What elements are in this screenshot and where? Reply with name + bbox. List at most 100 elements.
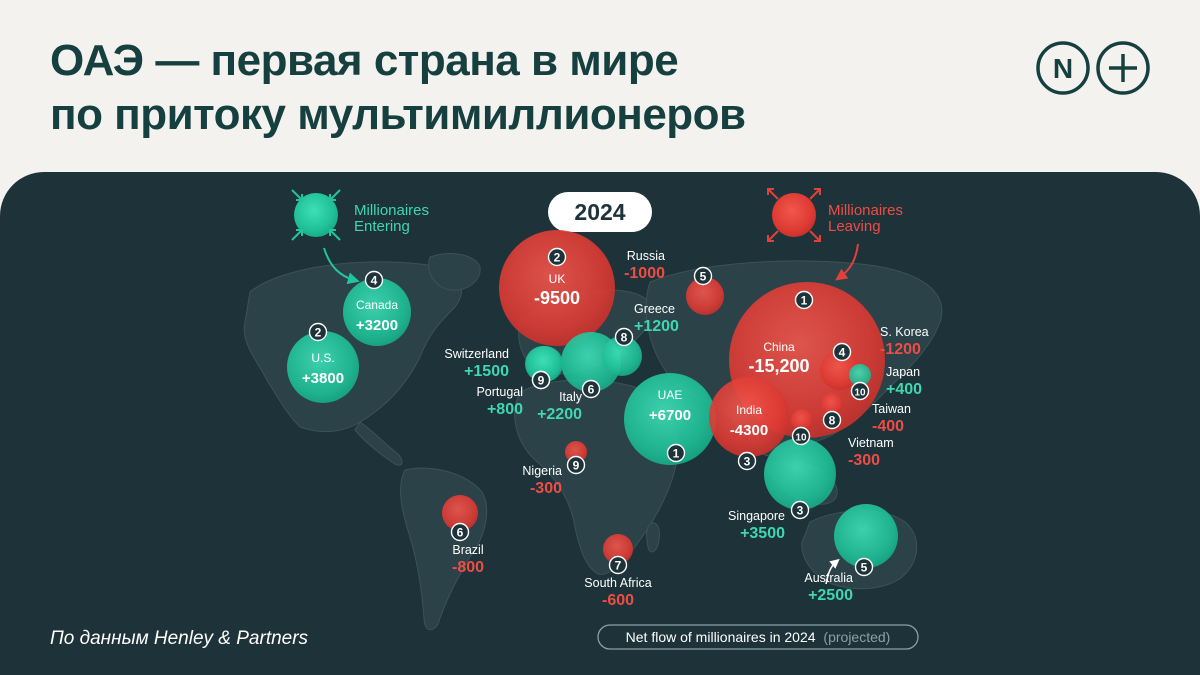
country-label-greece: Greece +1200 [634,302,679,335]
rank-marker-circle-russia [693,266,713,286]
country-value-u-s: +3800 [302,370,344,387]
rank-number-nigeria: 9 [573,458,580,472]
legend-leaving-bubble [772,193,816,237]
rank-marker-brazil: 6 [450,522,470,542]
country-label-switzerland: Switzerland +1500 [444,347,509,380]
country-labels-layer: China -15,200 UK -9500 UAE +6700 India -4300 U.S… [302,249,929,609]
rank-marker-circle-china [794,290,814,310]
bubble-u-s [287,331,359,403]
rank-number-japan: 10 [854,387,866,398]
rank-marker-singapore: 3 [790,500,810,520]
rank-number-italy: 6 [588,382,595,396]
rank-number-u-s: 2 [315,325,322,339]
country-label-portugal: Portugal +800 [476,385,523,418]
source-note: По данным Henley & Partners [50,628,309,649]
map-panel: 2024 Millionaires Entering Mi [0,172,1200,675]
country-name-india: India [736,403,762,417]
landmass-greenland [428,253,481,291]
country-name-greece: Greece [634,302,675,316]
country-name-japan: Japan [886,365,920,379]
rank-marker-s-korea: 4 [832,342,852,362]
logo-circle-right [1096,41,1150,95]
rank-marker-circle-s-korea [832,342,852,362]
country-value-italy: +2200 [537,406,582,423]
title-line-1: ОАЭ — первая страна в мире [50,36,679,85]
rank-markers-layer: 1213234567845967108910 [308,247,874,577]
rank-number-s-korea: 4 [839,345,846,359]
rank-marker-circle-portugal [531,370,551,390]
bubble-south-africa [603,534,633,564]
country-name-nigeria: Nigeria [522,464,562,478]
landmass-north-america [243,261,463,433]
rank-marker-australia: 5 [854,557,874,577]
country-name-china: China [763,340,795,354]
bubble-brazil [442,495,478,531]
caption-pill: Net flow of millionaires in 2024 (projec… [597,624,919,650]
rank-marker-u-s: 2 [308,322,328,342]
country-value-south-africa: -600 [602,592,634,609]
rank-marker-uk: 2 [547,247,567,267]
country-label-italy: Italy +2200 [537,390,583,423]
country-label-india: India -4300 [730,403,768,439]
rank-marker-circle-italy [581,379,601,399]
rank-marker-portugal: 9 [531,370,551,390]
landmass-madagascar [646,522,660,553]
country-label-u-s: U.S. +3800 [302,351,344,387]
page-title: ОАЭ — первая страна в мире по притоку му… [50,34,950,142]
landmass-central-america [354,421,403,466]
rank-marker-circle-india [737,451,757,471]
country-value-canada: +3200 [356,317,398,334]
country-value-australia: +2500 [808,587,853,604]
bubble-singapore [764,438,836,510]
logo-circle-left [1036,41,1090,95]
bubble-vietnam [791,409,813,431]
country-value-brazil: -800 [452,559,484,576]
country-label-south-africa: South Africa -600 [584,576,651,609]
rank-marker-circle-taiwan [822,410,842,430]
rank-marker-vietnam: 10 [791,426,811,446]
country-label-taiwan: Taiwan -400 [872,402,911,435]
bubble-uk [499,230,615,346]
country-value-portugal: +800 [487,401,523,418]
bubble-japan [849,364,871,386]
rank-marker-circle-australia [854,557,874,577]
bubbles-layer [287,230,898,568]
country-name-taiwan: Taiwan [872,402,911,416]
rank-marker-south-africa: 7 [608,555,628,575]
country-value-switzerland: +1500 [464,363,509,380]
logo: N [1036,41,1150,95]
rank-marker-circle-greece [614,327,634,347]
rank-number-portugal: 9 [538,373,545,387]
arrows-in-icon [291,189,341,241]
country-name-canada: Canada [356,298,398,312]
country-label-brazil: Brazil -800 [452,543,484,576]
rank-marker-circle-uae [666,443,686,463]
country-name-s-korea: S. Korea [880,325,929,339]
rank-marker-uae: 1 [666,443,686,463]
country-name-uae: UAE [658,388,683,402]
rank-marker-taiwan: 8 [822,410,842,430]
bubble-india [709,377,789,457]
country-label-uk: UK -9500 [534,272,580,308]
country-label-japan: Japan +400 [886,365,922,398]
rank-marker-circle-vietnam [791,426,811,446]
rank-marker-italy: 6 [581,379,601,399]
legend-leaving-line1: Millionaires [828,202,903,219]
bubble-nigeria [565,441,587,463]
country-name-uk: UK [549,272,566,286]
country-label-vietnam: Vietnam -300 [848,436,894,469]
country-value-japan: +400 [886,381,922,398]
rank-number-russia: 5 [700,269,707,283]
caption-main: Net flow of millionaires in 2024 [626,629,816,645]
bubble-russia [686,277,724,315]
country-value-vietnam: -300 [848,452,880,469]
legend-leaving-line2: Leaving [828,218,881,235]
rank-marker-greece: 8 [614,327,634,347]
country-value-china: -15,200 [748,356,809,376]
country-label-australia: Australia +2500 [804,571,853,604]
logo-letter: N [1053,53,1073,84]
rank-marker-circle-singapore [790,500,810,520]
year-label: 2024 [574,199,625,225]
legend-entering-bubble [294,193,338,237]
rank-marker-canada: 4 [364,270,384,290]
